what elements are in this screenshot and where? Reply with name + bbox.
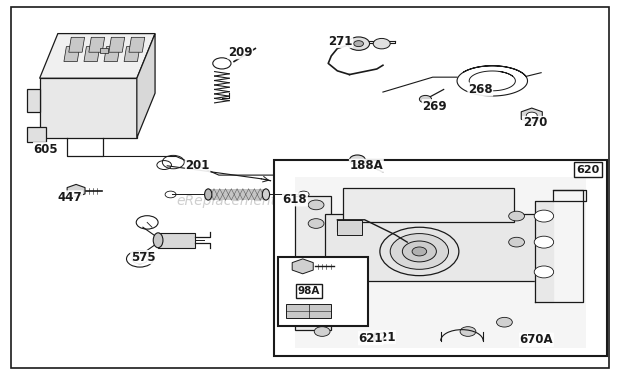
Bar	[278, 257, 368, 326]
Bar	[325, 214, 544, 281]
Bar	[158, 233, 195, 248]
Text: 621: 621	[358, 332, 383, 345]
Ellipse shape	[205, 189, 212, 200]
Circle shape	[534, 266, 554, 278]
Circle shape	[390, 234, 448, 269]
Text: eReplacementParts.com: eReplacementParts.com	[177, 194, 346, 208]
Text: 447: 447	[58, 191, 82, 204]
Circle shape	[348, 37, 370, 50]
Polygon shape	[104, 47, 120, 62]
Bar	[286, 304, 331, 318]
Circle shape	[419, 95, 432, 103]
Circle shape	[534, 210, 554, 222]
Polygon shape	[109, 37, 125, 52]
Circle shape	[308, 200, 324, 210]
Text: 201: 201	[185, 159, 210, 172]
Circle shape	[460, 327, 476, 336]
Circle shape	[302, 314, 318, 323]
Text: 575: 575	[131, 250, 156, 264]
Text: 271: 271	[328, 35, 353, 48]
Text: 605: 605	[33, 142, 58, 155]
Text: 670A: 670A	[520, 333, 553, 346]
Circle shape	[497, 317, 512, 327]
Bar	[273, 160, 606, 356]
Bar	[208, 189, 266, 200]
Polygon shape	[535, 201, 553, 302]
Circle shape	[314, 327, 330, 336]
Circle shape	[526, 112, 538, 119]
Text: 270: 270	[523, 116, 547, 130]
Polygon shape	[64, 47, 80, 62]
Circle shape	[508, 237, 525, 247]
Polygon shape	[40, 33, 155, 78]
Polygon shape	[84, 47, 100, 62]
Text: 621: 621	[371, 331, 396, 344]
Ellipse shape	[262, 189, 270, 200]
Polygon shape	[69, 37, 84, 52]
Circle shape	[508, 211, 525, 221]
Circle shape	[350, 155, 365, 165]
Bar	[294, 196, 331, 329]
Text: 98A: 98A	[298, 286, 320, 296]
Bar	[337, 220, 361, 235]
Polygon shape	[124, 47, 140, 62]
Polygon shape	[129, 37, 144, 52]
Circle shape	[373, 38, 390, 49]
Text: 188A: 188A	[350, 159, 383, 172]
Polygon shape	[27, 89, 40, 112]
Polygon shape	[27, 127, 46, 142]
Polygon shape	[40, 78, 137, 138]
Circle shape	[380, 227, 459, 276]
Circle shape	[354, 41, 363, 47]
Text: 269: 269	[422, 100, 447, 113]
Bar	[294, 177, 587, 348]
Bar	[343, 188, 513, 222]
Text: 268: 268	[468, 83, 493, 96]
Text: 620: 620	[576, 165, 600, 175]
Text: 618: 618	[283, 193, 308, 206]
Circle shape	[534, 236, 554, 248]
Text: 209: 209	[228, 46, 252, 59]
Circle shape	[402, 241, 436, 262]
Polygon shape	[137, 33, 155, 138]
Circle shape	[308, 218, 324, 228]
Polygon shape	[89, 37, 105, 52]
Bar	[100, 49, 108, 53]
Circle shape	[412, 247, 427, 256]
Ellipse shape	[153, 233, 163, 248]
